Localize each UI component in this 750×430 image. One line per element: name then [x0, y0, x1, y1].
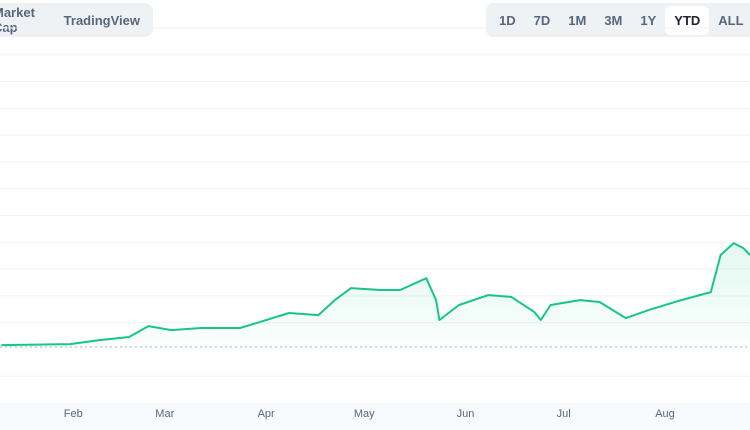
x-tick-label: Jul	[557, 408, 571, 420]
range-tabs: 1D 7D 1M 3M 1Y YTD ALL	[486, 3, 750, 37]
x-tick-label: Feb	[64, 408, 83, 420]
tab-button[interactable]: 1Y	[640, 12, 657, 28]
x-tick-label: Aug	[655, 408, 675, 420]
tab-button[interactable]: 7D	[533, 12, 551, 28]
tab-button[interactable]: Market Cap	[0, 5, 35, 35]
tab-button[interactable]: 1D	[499, 12, 516, 28]
tab-button[interactable]: ALL	[718, 12, 744, 28]
x-tick-label: Apr	[258, 408, 275, 420]
chart-type-tabs: Market Cap TradingView	[0, 3, 153, 37]
tab-button[interactable]: YTD	[665, 5, 710, 35]
price-line	[1, 242, 750, 347]
x-axis-band	[0, 403, 750, 430]
tab-button[interactable]: 1M	[568, 12, 587, 28]
area	[1, 243, 750, 348]
x-tick-label: Jun	[457, 408, 475, 420]
tab-button[interactable]: 3M	[604, 12, 623, 28]
x-tick-label: Mar	[155, 408, 174, 420]
x-tick-label: May	[354, 408, 375, 420]
tab-button[interactable]: TradingView	[63, 12, 140, 28]
